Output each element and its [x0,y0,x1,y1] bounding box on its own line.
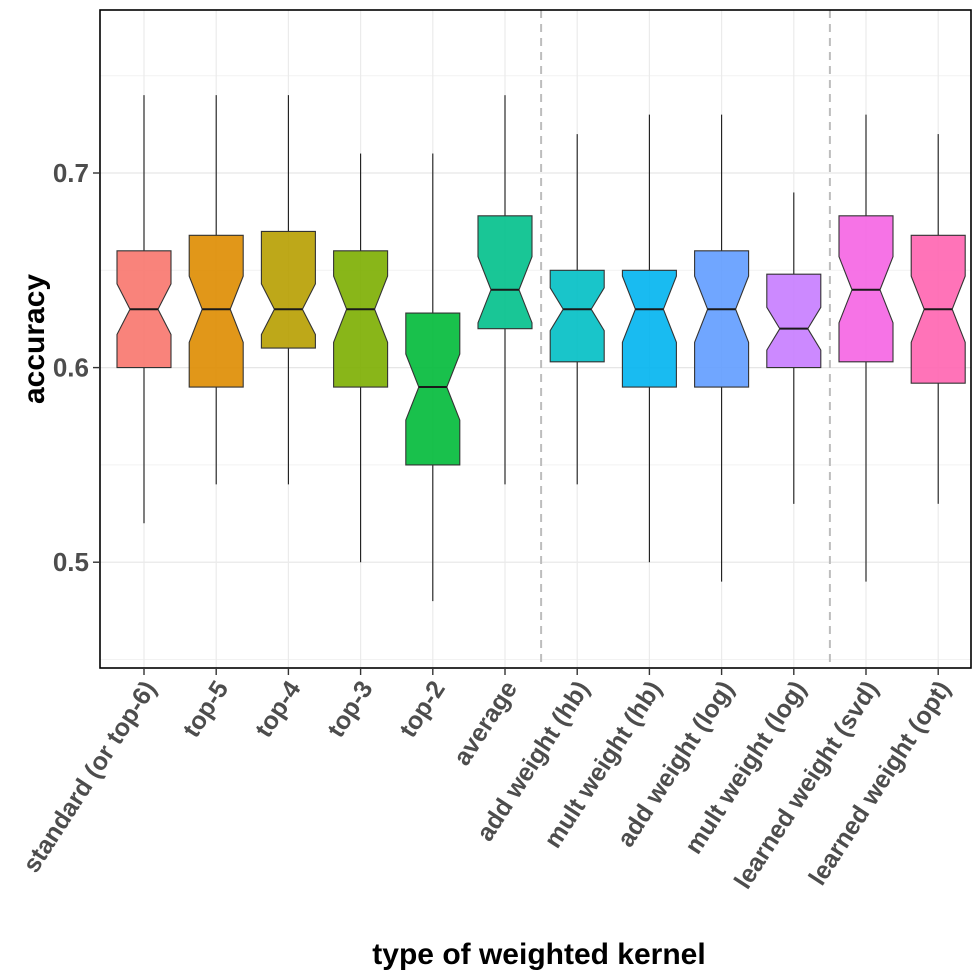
box-top-2 [405,153,461,602]
x-tick-label: learned weight (opt) [803,676,956,890]
box-add-weight-log- [694,114,750,582]
x-axis-title: type of weighted kernel [372,938,705,971]
notched-box [260,230,316,349]
box-top-3 [333,153,389,563]
x-tick-label: standard (or top-6) [18,676,163,878]
box-learned-weight-svd- [838,114,894,582]
x-tick-label: top-4 [250,676,307,743]
notched-box [188,234,244,388]
x-tick-label: top-5 [177,676,234,743]
box-mult-weight-log- [766,192,822,504]
notched-box [694,250,750,388]
box-average [477,95,533,485]
box-top-5 [188,95,244,485]
x-tick-label: learned weight (svd) [729,676,884,894]
group-separators [540,10,831,668]
y-tick-label: 0.6 [53,353,89,383]
x-tick-label: average [448,676,523,771]
notched-box [477,215,533,330]
y-axis-ticks: 0.5 0.6 0.7 [53,158,100,577]
x-tick-label: top-3 [322,676,379,743]
box-standard-or-top-6- [116,95,172,524]
y-axis-title: accuracy [18,274,51,404]
box-top-4 [260,95,316,485]
notched-box [766,273,822,369]
boxes [116,95,966,602]
notched-box [333,250,389,388]
notched-box [621,269,677,388]
y-tick-label: 0.5 [53,547,89,577]
y-tick-label: 0.7 [53,158,89,188]
notched-box [549,269,605,363]
box-learned-weight-opt- [910,134,966,504]
box-add-weight-hb- [549,134,605,485]
notched-box [405,312,461,466]
x-tick-label: top-2 [394,676,451,743]
x-axis-ticks: standard (or top-6) top-5 top-4 top-3 top-2a… [18,668,956,894]
panel-border [99,9,972,669]
box-mult-weight-hb- [621,114,677,563]
